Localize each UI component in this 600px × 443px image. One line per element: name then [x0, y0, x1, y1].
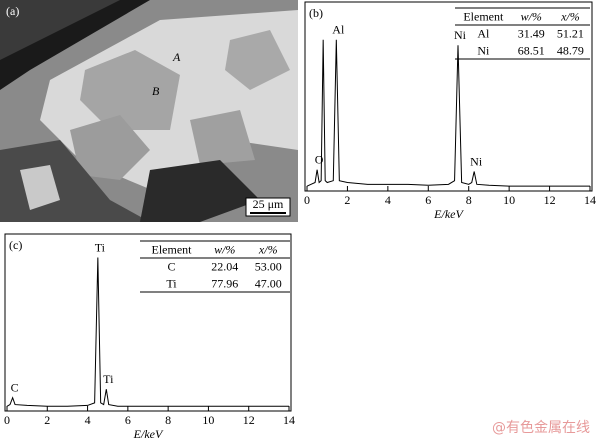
- x-tick-label: 14: [283, 413, 295, 427]
- dark-region: [140, 160, 260, 222]
- peak-label: Al: [332, 23, 345, 37]
- table-header: w/%: [521, 9, 542, 23]
- x-tick-label: 0: [304, 193, 310, 207]
- x-tick-label: 0: [4, 413, 10, 427]
- x-tick-label: 2: [344, 193, 350, 207]
- table-cell: 68.51: [518, 43, 545, 57]
- x-tick-label: 2: [44, 413, 50, 427]
- scale-bar-label: 25 μm: [253, 197, 284, 211]
- grain: [225, 30, 290, 90]
- table-cell: 48.79: [557, 43, 584, 57]
- table-header: x/%: [258, 242, 278, 256]
- table-header: Element: [463, 9, 504, 23]
- peak-label: Ni: [454, 28, 467, 42]
- table-cell: C: [167, 259, 175, 273]
- peak-label: C: [11, 380, 19, 394]
- spectrum: [6, 257, 289, 407]
- panel-label: (b): [309, 6, 323, 20]
- peak-label: Ni: [470, 154, 483, 168]
- panel-label: (c): [9, 238, 22, 252]
- peak-label: O: [315, 152, 324, 166]
- x-tick-label: 14: [584, 193, 596, 207]
- x-tick-label: 6: [425, 193, 431, 207]
- x-tick-label: 10: [202, 413, 214, 427]
- x-tick-label: 10: [503, 193, 515, 207]
- table-cell: 22.04: [211, 259, 238, 273]
- region-label: B: [152, 84, 160, 98]
- table-cell: 53.00: [255, 259, 282, 273]
- table-cell: 47.00: [255, 276, 282, 290]
- spectrum: [306, 39, 590, 187]
- grain: [20, 165, 60, 210]
- table-header: Element: [152, 242, 193, 256]
- grain: [70, 115, 150, 180]
- grain-b: [80, 50, 180, 130]
- x-tick-label: 8: [165, 413, 171, 427]
- x-tick-label: 8: [466, 193, 472, 207]
- table-cell: 77.96: [211, 276, 238, 290]
- region-label: A: [172, 50, 181, 64]
- x-axis-label: E/keV: [133, 427, 164, 441]
- peak-label: Ti: [95, 240, 106, 254]
- x-tick-label: 12: [243, 413, 255, 427]
- dark-region: [0, 0, 120, 60]
- table-cell: Al: [477, 26, 490, 40]
- table-cell: Ti: [166, 276, 177, 290]
- panel-label: (a): [6, 4, 19, 18]
- x-tick-label: 4: [85, 413, 91, 427]
- x-tick-label: 6: [125, 413, 131, 427]
- x-tick-label: 4: [385, 193, 391, 207]
- plot-frame: [4, 233, 292, 412]
- table-header: x/%: [560, 9, 580, 23]
- plot-frame: [304, 1, 593, 192]
- table-cell: 51.21: [557, 26, 584, 40]
- table-cell: 31.49: [518, 26, 545, 40]
- x-axis-label: E/keV: [433, 207, 464, 221]
- scale-bar-box: [245, 197, 291, 217]
- watermark: @有色金属在线: [492, 419, 590, 436]
- micrograph: (a) A B 25 μm: [0, 0, 298, 222]
- grain: [190, 110, 255, 165]
- peak-label: Ti: [103, 372, 114, 386]
- x-tick-label: 12: [544, 193, 556, 207]
- table-cell: Ni: [477, 43, 490, 57]
- table-header: w/%: [214, 242, 235, 256]
